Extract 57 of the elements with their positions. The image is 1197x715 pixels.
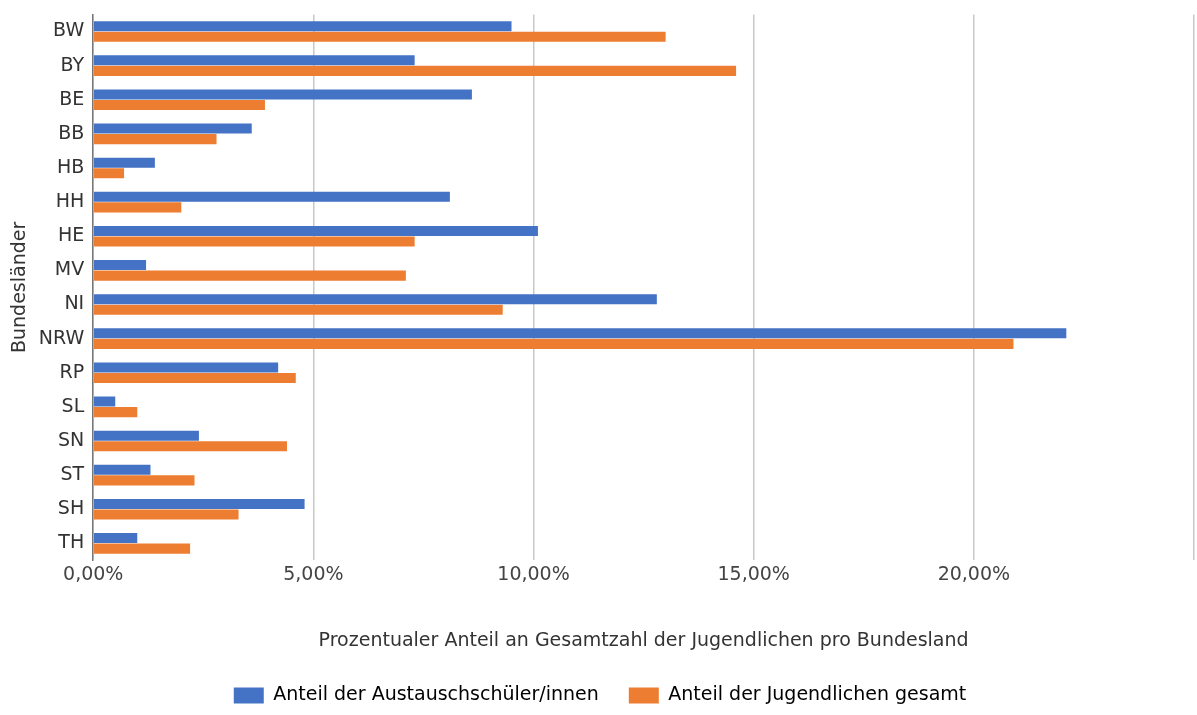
x-axis-title: Prozentualer Anteil an Gesamtzahl der Jugendlichen pro Bundesland	[318, 627, 969, 650]
bar	[93, 260, 147, 271]
bar	[93, 509, 239, 520]
bar	[93, 475, 195, 486]
x-tick-label: 0,00%	[63, 561, 124, 584]
y-tick-label: NRW	[38, 325, 85, 348]
y-axis-title: Bundesländer	[7, 221, 30, 354]
legend-label: Anteil der Austauschschüler/innen	[273, 682, 599, 705]
bar	[93, 270, 406, 281]
bar	[93, 407, 138, 418]
y-tick-label: RP	[59, 359, 85, 382]
bar	[93, 464, 151, 475]
y-tick-label: HH	[55, 189, 85, 212]
x-tick-label: 10,00%	[497, 561, 570, 584]
y-tick-label: SL	[61, 393, 85, 416]
bar	[93, 441, 287, 452]
y-tick-label: BW	[53, 18, 85, 41]
bar	[93, 123, 252, 134]
y-tick-label: BE	[59, 86, 85, 109]
bar	[93, 191, 450, 202]
bar	[93, 99, 265, 111]
y-tick-label: HB	[56, 154, 85, 177]
bar	[93, 498, 305, 509]
bar	[93, 304, 503, 315]
bar	[93, 31, 666, 42]
x-tick-label: 15,00%	[717, 561, 790, 584]
x-tick-label: 5,00%	[283, 561, 344, 584]
bar	[93, 543, 191, 554]
legend-label: Anteil der Jugendlichen gesamt	[668, 682, 967, 705]
y-tick-label: SH	[57, 496, 85, 519]
bar	[93, 202, 182, 213]
bar	[93, 372, 296, 384]
bar	[93, 168, 125, 179]
bar	[93, 236, 415, 247]
bar	[93, 225, 538, 236]
y-tick-label: BB	[58, 120, 85, 143]
bar	[93, 89, 472, 100]
bar	[93, 396, 116, 407]
y-tick-label: NI	[64, 291, 85, 314]
bar	[93, 21, 512, 32]
y-tick-label: SN	[57, 427, 85, 450]
bar	[93, 362, 279, 373]
bar	[93, 338, 1014, 349]
y-tick-label: TH	[57, 530, 85, 553]
y-tick-label: MV	[54, 257, 85, 280]
y-tick-label: ST	[60, 462, 85, 485]
bar	[93, 65, 737, 76]
x-tick-label: 20,00%	[937, 561, 1011, 584]
y-tick-label: BY	[60, 52, 85, 75]
bar	[93, 430, 199, 441]
y-tick-label: HE	[57, 223, 85, 246]
bar	[93, 533, 138, 544]
bar	[93, 55, 415, 66]
bar	[93, 134, 217, 145]
bar	[93, 157, 155, 168]
bar	[93, 294, 657, 305]
bar	[93, 328, 1067, 339]
